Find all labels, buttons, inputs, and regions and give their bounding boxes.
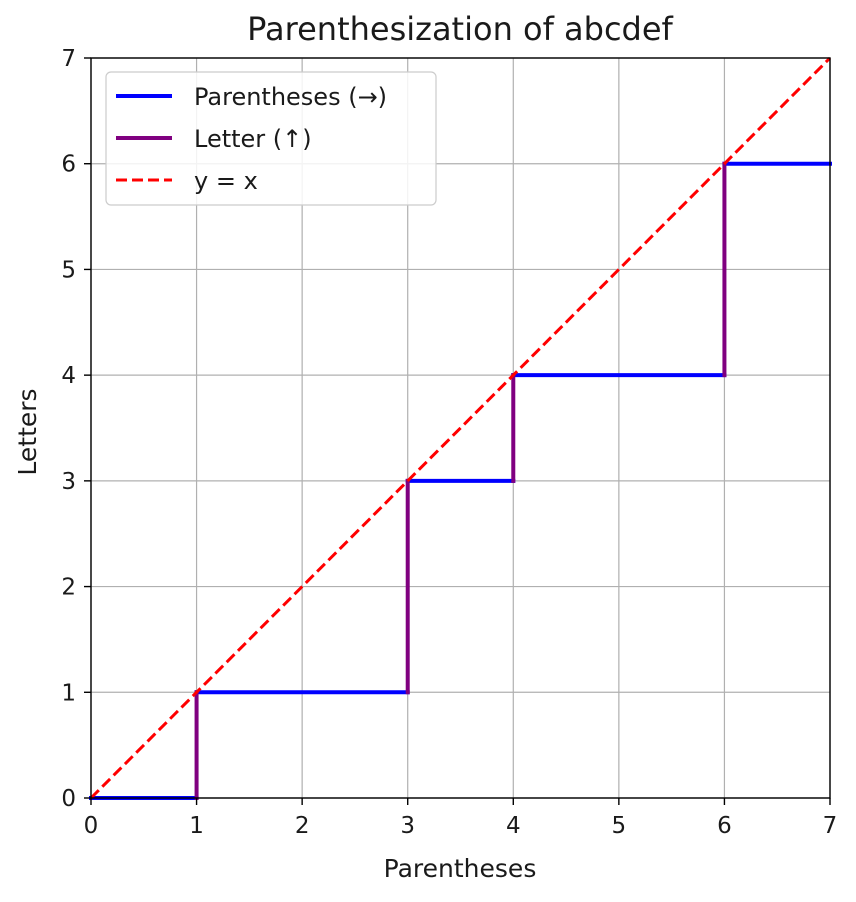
legend-label-0: Parentheses (→): [194, 83, 387, 111]
y-tick-label: 3: [61, 469, 76, 495]
legend: Parentheses (→) Letter (↑) y = x: [105, 71, 437, 206]
x-tick-label: 3: [400, 813, 415, 839]
series-2: [89, 56, 832, 800]
x-tick-label: 7: [823, 813, 838, 839]
y-axis-label: Letters: [13, 388, 42, 475]
y-tick-label: 1: [61, 680, 76, 706]
series-1: [194, 161, 727, 800]
y-tick-label: 4: [61, 363, 76, 389]
legend-label-1: Letter (↑): [194, 125, 312, 153]
y-tick-label: 5: [61, 257, 76, 283]
x-axis-label: Parentheses: [384, 854, 537, 883]
x-tick-label: 1: [189, 813, 204, 839]
x-tick-label: 0: [84, 813, 99, 839]
x-tick-label: 6: [717, 813, 732, 839]
axis-ticks: 0 1 2 3 4 5 6 7 0 1 2 3 4 5 6 7: [61, 46, 837, 839]
plot-frame: [90, 57, 831, 799]
y-tick-label: 7: [61, 46, 76, 72]
y-tick-label: 6: [61, 152, 76, 178]
y-tick-label: 0: [61, 786, 76, 812]
legend-box: [105, 71, 437, 206]
chart-title: Parenthesization of abcdef: [247, 10, 673, 48]
x-tick-label: 5: [612, 813, 627, 839]
legend-label-2: y = x: [194, 167, 258, 195]
y-tick-label: 2: [61, 575, 76, 601]
x-tick-label: 4: [506, 813, 521, 839]
series-2-segment: [89, 56, 832, 800]
x-tick-label: 2: [295, 813, 310, 839]
